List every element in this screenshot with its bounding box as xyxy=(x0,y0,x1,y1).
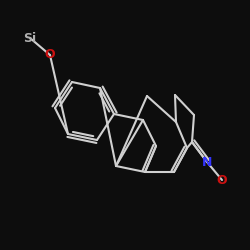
Text: O: O xyxy=(217,174,227,186)
Text: Si: Si xyxy=(24,32,36,44)
Text: O: O xyxy=(45,48,55,62)
Text: N: N xyxy=(202,156,212,168)
